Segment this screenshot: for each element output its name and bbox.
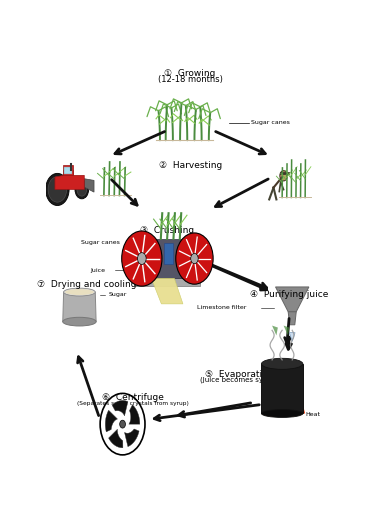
Ellipse shape bbox=[262, 358, 303, 369]
Polygon shape bbox=[282, 402, 288, 414]
Circle shape bbox=[280, 170, 287, 181]
Text: (Separates sugar crystals from syrup): (Separates sugar crystals from syrup) bbox=[77, 401, 188, 406]
Circle shape bbox=[46, 174, 69, 205]
Circle shape bbox=[120, 420, 125, 428]
Circle shape bbox=[122, 231, 162, 286]
Polygon shape bbox=[112, 400, 128, 416]
Polygon shape bbox=[294, 396, 299, 414]
Text: ③  Crushing: ③ Crushing bbox=[140, 226, 194, 236]
Circle shape bbox=[176, 233, 213, 284]
Circle shape bbox=[77, 183, 87, 196]
Text: Heat: Heat bbox=[305, 412, 320, 417]
Text: ⑦  Drying and cooling: ⑦ Drying and cooling bbox=[37, 280, 137, 289]
Polygon shape bbox=[125, 429, 139, 446]
Circle shape bbox=[138, 252, 146, 265]
Text: Sugar: Sugar bbox=[108, 292, 127, 297]
Text: Juice: Juice bbox=[90, 268, 105, 273]
Text: Sugar canes: Sugar canes bbox=[81, 240, 120, 245]
Polygon shape bbox=[262, 364, 303, 414]
Text: ⑤  Evaporating: ⑤ Evaporating bbox=[205, 370, 273, 379]
Polygon shape bbox=[55, 170, 84, 189]
Polygon shape bbox=[151, 279, 183, 304]
Polygon shape bbox=[164, 243, 173, 265]
Polygon shape bbox=[151, 239, 184, 279]
Polygon shape bbox=[65, 167, 72, 175]
Polygon shape bbox=[265, 402, 271, 414]
Ellipse shape bbox=[65, 289, 94, 295]
Polygon shape bbox=[299, 402, 305, 414]
Polygon shape bbox=[288, 312, 296, 325]
Text: Sugar canes: Sugar canes bbox=[250, 120, 289, 125]
Polygon shape bbox=[63, 165, 73, 176]
Ellipse shape bbox=[262, 410, 303, 417]
Polygon shape bbox=[63, 292, 96, 322]
Polygon shape bbox=[109, 429, 123, 448]
Polygon shape bbox=[276, 396, 282, 414]
Text: Limestone filter: Limestone filter bbox=[197, 305, 246, 310]
Polygon shape bbox=[134, 279, 200, 286]
Circle shape bbox=[191, 253, 198, 264]
Polygon shape bbox=[129, 405, 140, 424]
Polygon shape bbox=[105, 410, 118, 432]
Polygon shape bbox=[288, 399, 294, 414]
Polygon shape bbox=[272, 326, 278, 335]
Polygon shape bbox=[283, 326, 289, 335]
Text: ④  Purifying juice: ④ Purifying juice bbox=[250, 290, 329, 298]
Text: ②  Harvesting: ② Harvesting bbox=[158, 161, 222, 170]
Circle shape bbox=[75, 180, 89, 199]
Text: ①  Growing: ① Growing bbox=[164, 69, 216, 78]
Ellipse shape bbox=[261, 410, 303, 417]
Text: (12-18 months): (12-18 months) bbox=[158, 75, 223, 83]
Polygon shape bbox=[289, 333, 295, 342]
Text: ⑥  Centrifuge: ⑥ Centrifuge bbox=[102, 393, 164, 402]
Circle shape bbox=[48, 177, 67, 202]
Polygon shape bbox=[271, 399, 276, 414]
Circle shape bbox=[100, 393, 145, 455]
Text: (Juice becomes syrup): (Juice becomes syrup) bbox=[200, 377, 278, 383]
Ellipse shape bbox=[64, 288, 95, 296]
Ellipse shape bbox=[63, 317, 96, 326]
Polygon shape bbox=[84, 179, 94, 192]
Polygon shape bbox=[276, 287, 309, 312]
